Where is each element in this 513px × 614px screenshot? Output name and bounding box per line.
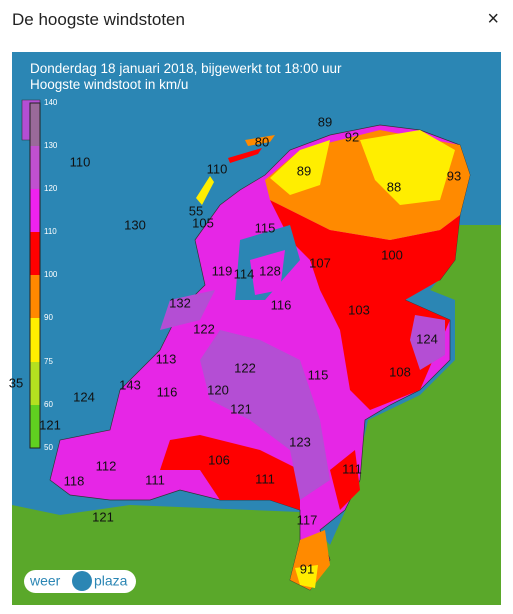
station-value: 100: [381, 247, 403, 262]
station-value: 111: [342, 461, 362, 476]
map-image: [12, 52, 501, 605]
dialog-title: De hoogste windstoten: [12, 10, 185, 29]
station-value: 116: [271, 297, 292, 312]
station-value: 103: [348, 302, 370, 317]
station-value: 117: [297, 512, 318, 527]
station-value: 105: [192, 215, 214, 230]
logo-text: weer: [29, 573, 61, 589]
legend-tick-label: 50: [44, 443, 53, 452]
logo-text: plaza: [94, 573, 128, 589]
station-value: 35: [9, 375, 23, 390]
legend-tick-label: 130: [44, 141, 58, 150]
legend-tick-label: 120: [44, 184, 58, 193]
station-value: 91: [300, 561, 314, 576]
station-value: 116: [157, 384, 178, 399]
station-value: 114: [234, 266, 255, 281]
station-value: 110: [70, 154, 91, 169]
station-value: 115: [308, 367, 329, 382]
station-value: 106: [208, 452, 230, 467]
station-value: 113: [156, 351, 177, 366]
station-value: 119: [212, 263, 233, 278]
station-value: 121: [39, 417, 61, 432]
station-value: 108: [389, 364, 411, 379]
legend-tick-label: 60: [44, 400, 53, 409]
station-value: 92: [345, 129, 359, 144]
station-value: 107: [309, 255, 331, 270]
station-value: 111: [255, 471, 275, 486]
legend-tick-label: 75: [44, 357, 53, 366]
station-value: 121: [230, 401, 252, 416]
station-value: 130: [124, 217, 146, 232]
legend-tick-label: 140: [44, 98, 58, 107]
station-value: 124: [73, 389, 95, 404]
station-value: 128: [259, 263, 281, 278]
station-value: 88: [387, 179, 401, 194]
station-value: 89: [297, 163, 311, 178]
station-value: 111: [145, 472, 165, 487]
station-value: 118: [64, 473, 85, 488]
station-value: 123: [289, 434, 311, 449]
station-value: 112: [96, 458, 117, 473]
logo: weer plaza: [24, 570, 136, 593]
station-value: 80: [255, 134, 269, 149]
station-value: 120: [207, 382, 229, 397]
station-value: 110: [207, 161, 228, 176]
station-value: 121: [92, 509, 114, 524]
legend-tick-label: 100: [44, 270, 58, 279]
close-button[interactable]: ×: [487, 8, 499, 30]
legend-tick-label: 110: [44, 227, 57, 236]
station-value: 55: [189, 203, 203, 218]
station-value: 122: [193, 321, 215, 336]
station-value: 93: [447, 168, 461, 183]
station-value: 143: [119, 377, 141, 392]
station-value: 115: [255, 220, 276, 235]
station-value: 124: [416, 331, 438, 346]
legend-tick-label: 90: [44, 313, 53, 322]
map-caption: Hoogste windstoot in km/u: [30, 77, 188, 92]
station-value: 132: [169, 295, 191, 310]
station-value: 89: [318, 114, 332, 129]
map-caption: Donderdag 18 januari 2018, bijgewerkt to…: [30, 61, 342, 76]
legend: [29, 102, 41, 449]
station-value: 122: [234, 360, 256, 375]
